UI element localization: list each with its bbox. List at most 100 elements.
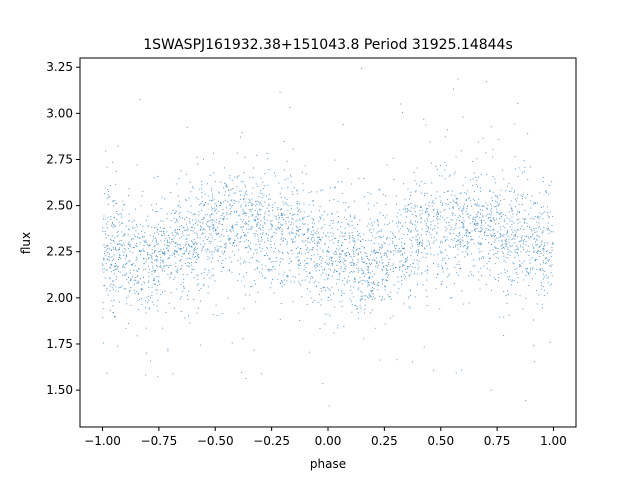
data-point bbox=[149, 297, 151, 299]
data-point bbox=[523, 260, 525, 262]
data-point bbox=[450, 226, 452, 228]
data-point bbox=[404, 207, 406, 209]
data-point bbox=[116, 276, 117, 278]
data-point bbox=[286, 217, 288, 219]
data-point bbox=[177, 254, 179, 256]
data-point bbox=[393, 284, 395, 286]
data-point bbox=[497, 212, 499, 214]
data-point bbox=[124, 234, 125, 236]
data-point bbox=[255, 283, 257, 285]
data-point bbox=[216, 250, 218, 252]
data-point bbox=[103, 308, 105, 310]
data-point bbox=[299, 283, 301, 285]
data-point bbox=[486, 207, 488, 209]
data-point bbox=[333, 332, 335, 334]
data-point bbox=[534, 216, 536, 218]
data-point bbox=[355, 308, 357, 310]
data-point bbox=[447, 199, 448, 201]
data-point bbox=[126, 297, 128, 299]
data-point bbox=[268, 270, 270, 272]
data-point bbox=[437, 266, 439, 267]
data-point bbox=[278, 182, 280, 184]
data-point bbox=[409, 290, 411, 292]
data-point bbox=[226, 213, 228, 215]
data-point bbox=[259, 224, 261, 226]
data-point bbox=[401, 270, 403, 272]
data-point bbox=[345, 266, 347, 268]
data-point bbox=[402, 264, 404, 266]
data-point bbox=[215, 232, 217, 234]
data-point bbox=[426, 245, 428, 247]
data-point bbox=[435, 239, 437, 241]
data-point bbox=[505, 190, 507, 192]
data-point bbox=[222, 219, 224, 221]
data-point bbox=[281, 216, 283, 218]
data-point bbox=[331, 258, 333, 260]
data-point bbox=[110, 218, 112, 220]
data-point bbox=[353, 262, 355, 264]
data-point bbox=[410, 207, 412, 209]
data-point bbox=[369, 254, 371, 256]
data-point bbox=[544, 211, 546, 213]
data-point bbox=[419, 214, 421, 216]
data-point bbox=[409, 289, 411, 291]
data-point bbox=[526, 236, 527, 237]
data-point bbox=[342, 193, 344, 194]
data-point bbox=[365, 240, 367, 242]
data-point bbox=[177, 205, 179, 207]
data-point bbox=[521, 262, 523, 264]
data-point bbox=[489, 249, 491, 251]
y-tick-label: 1.75 bbox=[46, 337, 73, 351]
data-point bbox=[271, 220, 273, 222]
data-point bbox=[366, 280, 368, 282]
data-point bbox=[489, 274, 491, 276]
data-point bbox=[386, 164, 388, 166]
data-point bbox=[465, 200, 467, 201]
data-point bbox=[374, 252, 376, 254]
data-point bbox=[516, 268, 518, 270]
data-point bbox=[247, 221, 249, 222]
data-point bbox=[166, 239, 168, 241]
data-point bbox=[275, 216, 277, 218]
data-point bbox=[338, 242, 340, 244]
data-point bbox=[532, 217, 534, 219]
data-point bbox=[543, 295, 545, 297]
data-point bbox=[399, 209, 401, 211]
data-point bbox=[111, 235, 113, 237]
data-point bbox=[389, 222, 390, 224]
data-point bbox=[427, 265, 428, 267]
data-point bbox=[507, 235, 509, 237]
data-point bbox=[418, 250, 419, 252]
data-point bbox=[218, 200, 219, 202]
data-point bbox=[316, 285, 318, 287]
data-point bbox=[470, 215, 472, 216]
data-point bbox=[373, 205, 375, 207]
data-point bbox=[158, 243, 159, 245]
data-point bbox=[533, 228, 535, 229]
data-point bbox=[262, 205, 264, 207]
data-point bbox=[522, 308, 524, 310]
data-point bbox=[503, 316, 505, 318]
data-point bbox=[523, 171, 525, 172]
data-point bbox=[157, 229, 159, 231]
data-point bbox=[508, 279, 510, 281]
data-point bbox=[539, 192, 541, 194]
data-point bbox=[384, 323, 386, 325]
data-point bbox=[269, 244, 271, 246]
data-point bbox=[190, 258, 192, 260]
data-point bbox=[415, 215, 417, 217]
data-point bbox=[180, 268, 181, 270]
data-point bbox=[179, 298, 181, 300]
data-point bbox=[414, 204, 416, 206]
data-point bbox=[215, 222, 217, 224]
data-point bbox=[428, 232, 430, 234]
data-point bbox=[440, 242, 441, 244]
data-point bbox=[500, 234, 502, 235]
data-point bbox=[183, 287, 185, 289]
data-point bbox=[242, 181, 244, 183]
data-point bbox=[145, 300, 146, 302]
data-point bbox=[408, 230, 409, 232]
data-point bbox=[204, 214, 206, 216]
data-point bbox=[296, 193, 298, 195]
data-point bbox=[425, 211, 427, 213]
